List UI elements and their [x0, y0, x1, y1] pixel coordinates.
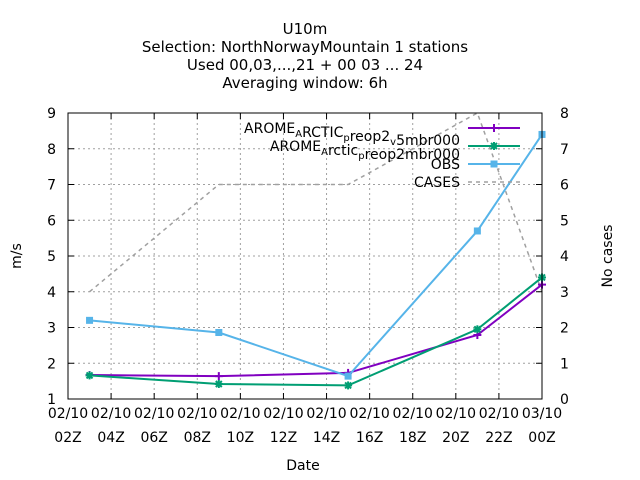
series-line — [89, 133, 543, 378]
y2-tick-label: 1 — [560, 356, 569, 372]
grid — [67, 112, 543, 400]
series-obs — [86, 130, 546, 380]
x-tick-label: 20Z — [442, 430, 469, 446]
y-tick-label: 6 — [47, 213, 56, 229]
y-axis-right: 0 1 2 3 4 5 6 7 8 — [536, 106, 569, 408]
y-axis-label: m/s — [9, 243, 25, 269]
chart-title: U10m Selection: NorthNorwayMountain 1 st… — [142, 20, 468, 92]
legend-label: AROMEArcticpreop2mbr000 — [270, 139, 460, 163]
y2-tick-label: 0 — [560, 392, 569, 408]
x-tick-label: 06Z — [140, 430, 167, 446]
legend-item: CASES — [414, 175, 520, 191]
box-marker — [86, 316, 94, 324]
legend-item: OBS — [431, 157, 520, 173]
x-tick-label: 02/10 — [220, 406, 260, 422]
star-marker — [473, 325, 482, 334]
y2-tick-label: 7 — [560, 142, 569, 158]
star-marker — [344, 381, 353, 390]
y-tick-label: 9 — [47, 106, 56, 122]
x-tick-label: 16Z — [356, 430, 383, 446]
x-tick-label: 02/10 — [479, 406, 519, 422]
x-tick-label: 10Z — [227, 430, 254, 446]
x-axis: 02/10 02Z 02/10 04Z 02/10 06Z 02/10 08Z 02/10 10Z… — [48, 113, 562, 446]
x-tick-label: 02/10 — [393, 406, 433, 422]
y2-tick-label: 4 — [560, 249, 569, 265]
star-marker — [214, 379, 223, 388]
box-marker — [215, 329, 223, 337]
x-tick-label: 02/10 — [91, 406, 131, 422]
y-tick-label: 1 — [47, 392, 56, 408]
y2-tick-label: 6 — [560, 178, 569, 194]
legend-label: AROMEARCTICpreop2v5mbr000 — [244, 121, 460, 149]
x-tick-label: 02/10 — [177, 406, 217, 422]
box-marker — [344, 372, 352, 380]
y2-tick-label: 3 — [560, 285, 569, 301]
x-tick-label: 00Z — [528, 430, 555, 446]
title-line-4: Averaging window: 6h — [222, 74, 387, 92]
star-marker — [85, 371, 94, 380]
x-tick-label: 02/10 — [349, 406, 389, 422]
x-tick-label: 02/10 — [48, 406, 88, 422]
y2-axis-label: No cases — [600, 225, 616, 288]
series-arome-arctic-preop2mbr000 — [85, 273, 546, 390]
x-tick-label: 02Z — [54, 430, 81, 446]
box-marker — [473, 227, 481, 235]
legend: AROMEARCTICpreop2v5mbr000AROMEArcticpreo… — [244, 121, 520, 191]
x-tick-label: 14Z — [313, 430, 340, 446]
legend-item: AROMEArcticpreop2mbr000 — [270, 139, 520, 163]
y-tick-label: 5 — [47, 249, 56, 265]
legend-label: CASES — [414, 175, 460, 191]
y-axis-left: 1 2 3 4 5 6 7 8 9 — [47, 106, 74, 408]
x-tick-label: 03/10 — [522, 406, 562, 422]
title-line-2: Selection: NorthNorwayMountain 1 station… — [142, 38, 468, 56]
x-tick-label: 02/10 — [263, 406, 303, 422]
x-tick-label: 02/10 — [306, 406, 346, 422]
y-tick-label: 4 — [47, 285, 56, 301]
x-axis-label: Date — [286, 458, 319, 474]
plus-marker — [214, 372, 223, 381]
x-tick-label: 12Z — [270, 430, 297, 446]
title-line-1: U10m — [283, 20, 328, 38]
legend-label: OBS — [431, 157, 460, 173]
y-tick-label: 2 — [47, 356, 56, 372]
y-tick-label: 7 — [47, 178, 56, 194]
series-line — [89, 111, 543, 293]
x-tick-label: 22Z — [485, 430, 512, 446]
x-tick-label: 08Z — [184, 430, 211, 446]
title-line-3: Used 00,03,...,21 + 00 03 ... 24 — [187, 56, 423, 74]
y2-tick-label: 2 — [560, 321, 569, 337]
x-tick-label: 04Z — [97, 430, 124, 446]
plus-marker — [490, 124, 498, 132]
x-tick-label: 02/10 — [436, 406, 476, 422]
x-tick-label: 18Z — [399, 430, 426, 446]
legend-item: AROMEARCTICpreop2v5mbr000 — [244, 121, 520, 149]
box-marker — [490, 160, 498, 168]
y2-tick-label: 8 — [560, 106, 569, 122]
y-tick-label: 8 — [47, 142, 56, 158]
y-tick-label: 3 — [47, 321, 56, 337]
series-cases — [89, 111, 543, 293]
y2-tick-label: 5 — [560, 213, 569, 229]
star-marker — [490, 142, 498, 150]
x-tick-label: 02/10 — [134, 406, 174, 422]
